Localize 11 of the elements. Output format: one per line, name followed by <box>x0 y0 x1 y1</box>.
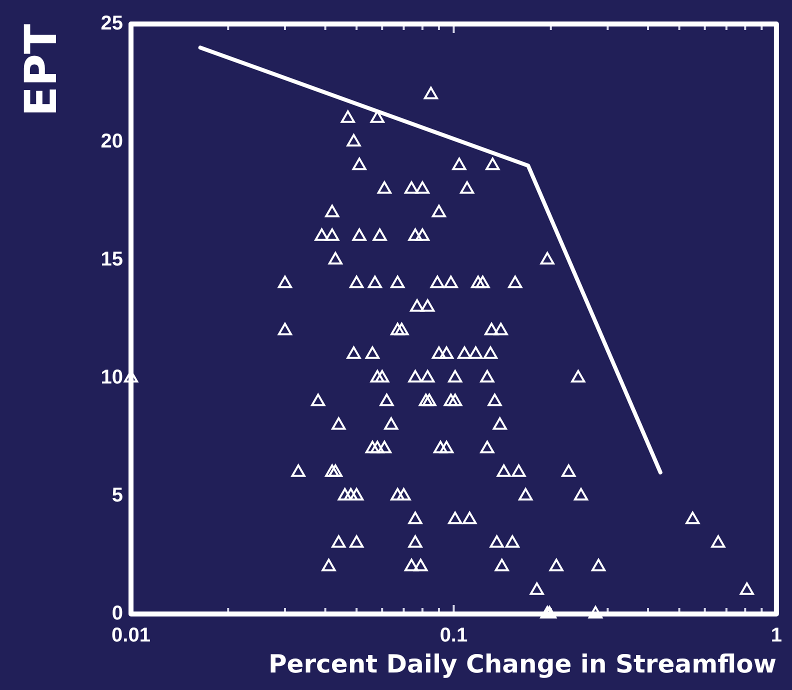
y-tick-label: 5 <box>112 484 123 507</box>
y-axis-title: EPT <box>16 24 67 116</box>
x-tick-label: 1 <box>770 624 782 647</box>
y-tick-label: 10 <box>100 366 123 389</box>
x-tick-label: 0.01 <box>112 624 150 647</box>
y-tick-label: 0 <box>112 602 123 625</box>
x-axis-title: Percent Daily Change in Streamflow <box>268 650 776 678</box>
y-tick-label: 20 <box>100 130 123 153</box>
y-tick-label: 15 <box>100 248 123 271</box>
y-tick-label: 25 <box>100 12 123 35</box>
x-tick-label: 0.1 <box>440 624 468 647</box>
